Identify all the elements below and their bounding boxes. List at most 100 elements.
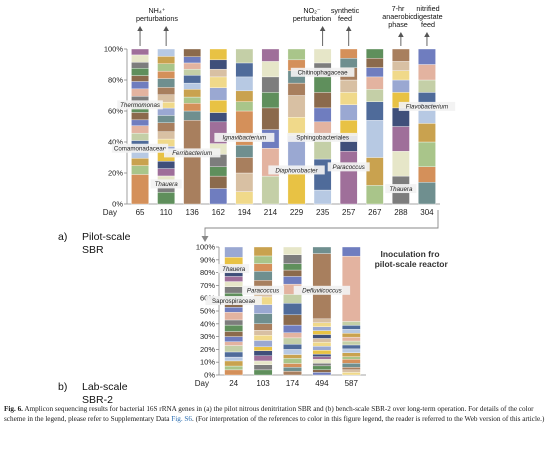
inoculation-line: Inoculation fro: [380, 249, 439, 259]
bar-segment: [283, 269, 302, 277]
bar-segment: [392, 126, 410, 152]
annotation-line: nitrified: [416, 4, 439, 13]
bar-segment: [366, 58, 384, 68]
annotation-line: feed: [338, 14, 352, 23]
bar-segment: [283, 370, 302, 376]
x-tick-label: 162: [212, 208, 226, 217]
bar-segment: [224, 341, 243, 346]
bar-segment: [209, 87, 228, 101]
chart-lab-scale-sbr2: 0%10%20%30%40%50%60%70%80%90%100%2410317…: [58, 243, 448, 407]
y-tick-label: 60%: [108, 107, 123, 116]
bar-segment: [312, 246, 332, 254]
bar-segment: [342, 356, 361, 360]
bar-segment: [131, 88, 149, 97]
annotation-arrowhead: [345, 26, 352, 31]
bar-segment: [131, 119, 149, 126]
caption-lead: Fig. 6.: [4, 405, 23, 413]
x-tick-label: 267: [368, 208, 382, 217]
bar-segment: [366, 89, 384, 102]
bar-segment: [253, 271, 273, 281]
bar-segment: [261, 175, 280, 205]
bar-segment: [287, 95, 306, 118]
bar-segment: [183, 110, 201, 121]
bar-segment: [183, 103, 201, 112]
bar-segment: [183, 96, 201, 104]
panel-letter: b): [58, 381, 67, 393]
bar-segment: [342, 333, 361, 338]
bar-segment: [342, 352, 361, 357]
connector-arrowhead: [201, 236, 209, 242]
x-tick-label: 494: [315, 379, 329, 388]
x-tick-label: 103: [256, 379, 270, 388]
bar-segment: [312, 322, 332, 327]
bar-segment: [283, 294, 302, 304]
taxon-label: Paracoccus: [247, 288, 279, 295]
bar-segment: [339, 92, 358, 105]
x-tick-label: 288: [394, 208, 408, 217]
bar-segment: [224, 281, 243, 287]
bar-segment: [253, 346, 273, 351]
bar-segment: [261, 107, 280, 130]
bar-segment: [312, 334, 332, 339]
bar-segment: [131, 48, 149, 56]
bar-segment: [224, 356, 243, 362]
bar-segment: [157, 115, 175, 123]
bar-segment: [253, 355, 273, 362]
bar-segment: [235, 90, 254, 102]
bar-segment: [283, 349, 302, 355]
y-tick-label: 0%: [204, 371, 215, 380]
y-tick-label: 50%: [200, 307, 215, 316]
bar-segment: [253, 360, 273, 365]
bar-segment: [339, 58, 358, 68]
bar-segment: [157, 192, 175, 205]
taxon-label-bg: [287, 132, 359, 142]
bar-segment: [283, 337, 302, 345]
taxon-label: Ignavibacterium: [223, 135, 267, 142]
bar-segment: [131, 158, 149, 166]
annotation-line: perturbations: [136, 14, 178, 23]
annotation-line: NH₄⁺: [148, 6, 165, 15]
taxon-label: Thauera: [389, 186, 413, 193]
x-tick-label: 235: [316, 208, 330, 217]
bar-segment: [224, 345, 243, 353]
taxon-label: Ferribacterium: [172, 150, 212, 157]
bar-segment: [283, 367, 302, 372]
taxon-label: Saprospiraceae: [212, 298, 256, 305]
bar-segment: [342, 321, 361, 326]
bar-segment: [131, 81, 149, 90]
bar-segment: [183, 68, 201, 76]
x-axis-prefix: Day: [195, 379, 209, 388]
bar-segment: [312, 350, 332, 355]
bar-segment: [183, 82, 201, 90]
bar-segment: [312, 365, 332, 370]
x-tick-label: 136: [186, 208, 200, 217]
panel-letter: a): [58, 231, 67, 243]
bar-segment: [253, 364, 273, 371]
bar-segment: [183, 89, 201, 98]
bar-segment: [287, 172, 306, 205]
x-tick-label: 65: [136, 208, 145, 217]
taxon-label: Paracoccus: [333, 164, 365, 171]
y-tick-label: 30%: [200, 332, 215, 341]
bar-segment: [253, 313, 273, 324]
y-tick-label: 100%: [104, 45, 124, 54]
bar-segment: [235, 191, 254, 205]
bar-segment: [312, 359, 332, 364]
annotation-line: NO₂⁻: [303, 6, 321, 15]
taxon-label-bg: [164, 148, 221, 158]
bar-segment: [261, 61, 280, 78]
bar-segment: [313, 189, 332, 205]
taxon-label: Thauera: [155, 181, 179, 188]
bar-segment: [131, 62, 149, 69]
bar-segment: [342, 369, 361, 373]
bar-segment: [366, 76, 384, 90]
annotation-arrowhead: [398, 32, 404, 37]
x-tick-label: 304: [420, 208, 434, 217]
bar-segment: [261, 92, 280, 109]
bar-segment: [224, 319, 243, 326]
bar-segment: [283, 254, 302, 264]
bar-segment: [287, 82, 306, 96]
bar-segment: [224, 360, 243, 367]
caption-link[interactable]: Fig. S6: [171, 415, 193, 423]
bar-segment: [366, 185, 384, 205]
